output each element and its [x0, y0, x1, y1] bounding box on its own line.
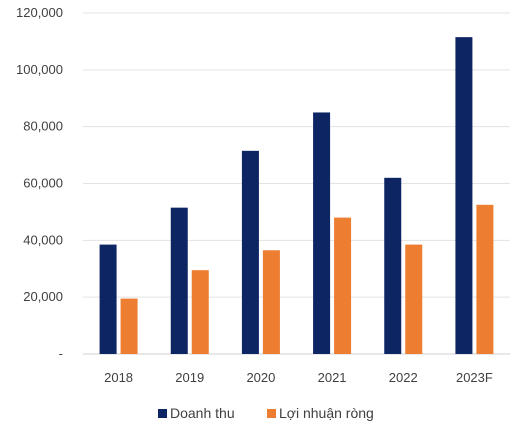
x-tick-label: 2018 — [104, 370, 133, 385]
y-tick-label: 120,000 — [16, 5, 63, 20]
bar-loi-nhuan-rong-2018 — [120, 298, 138, 354]
x-tick-label: 2022 — [389, 370, 418, 385]
bar-doanh-thu-2021 — [313, 112, 331, 354]
bar-loi-nhuan-rong-2019 — [191, 270, 209, 354]
bar-doanh-thu-2023f — [455, 37, 473, 354]
x-tick-label: 2019 — [175, 370, 204, 385]
x-tick-label: 2020 — [246, 370, 275, 385]
bar-doanh-thu-2019 — [170, 207, 188, 354]
legend-label-doanh-thu: Doanh thu — [170, 405, 235, 421]
bar-loi-nhuan-rong-2021 — [334, 217, 352, 354]
bar-doanh-thu-2020 — [241, 150, 259, 354]
y-tick-label: 40,000 — [23, 232, 63, 247]
y-tick-label: 100,000 — [16, 62, 63, 77]
y-tick-label: 20,000 — [23, 289, 63, 304]
bar-loi-nhuan-rong-2022 — [405, 244, 423, 354]
bar-doanh-thu-2022 — [384, 177, 402, 354]
legend: Doanh thu Lợi nhuận ròng — [158, 405, 374, 421]
y-axis-ticks: - 20,000 40,000 60,000 80,000 100,000 120,000 — [16, 5, 63, 361]
x-tick-label: 2023F — [456, 370, 493, 385]
y-tick-label: 80,000 — [23, 119, 63, 134]
legend-swatch-doanh-thu — [158, 409, 167, 418]
bar-loi-nhuan-rong-2020 — [262, 250, 280, 354]
bars — [99, 37, 494, 354]
y-tick-label: - — [59, 346, 63, 361]
y-tick-label: 60,000 — [23, 176, 63, 191]
x-axis-ticks: 2018 2019 2020 2021 2022 2023F — [104, 370, 493, 385]
legend-swatch-loi-nhuan-rong — [267, 409, 276, 418]
gridlines — [83, 12, 510, 355]
bar-loi-nhuan-rong-2023f — [476, 204, 494, 354]
bar-doanh-thu-2018 — [99, 244, 117, 354]
x-tick-label: 2021 — [318, 370, 347, 385]
legend-label-loi-nhuan-rong: Lợi nhuận ròng — [279, 405, 374, 421]
